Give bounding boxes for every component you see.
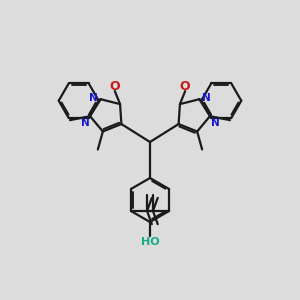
Text: N: N <box>211 118 219 128</box>
Text: N: N <box>202 93 211 103</box>
Text: O: O <box>180 80 190 93</box>
Text: N: N <box>81 118 89 128</box>
Text: HO: HO <box>141 237 159 247</box>
Text: O: O <box>110 80 120 93</box>
Text: N: N <box>89 93 98 103</box>
